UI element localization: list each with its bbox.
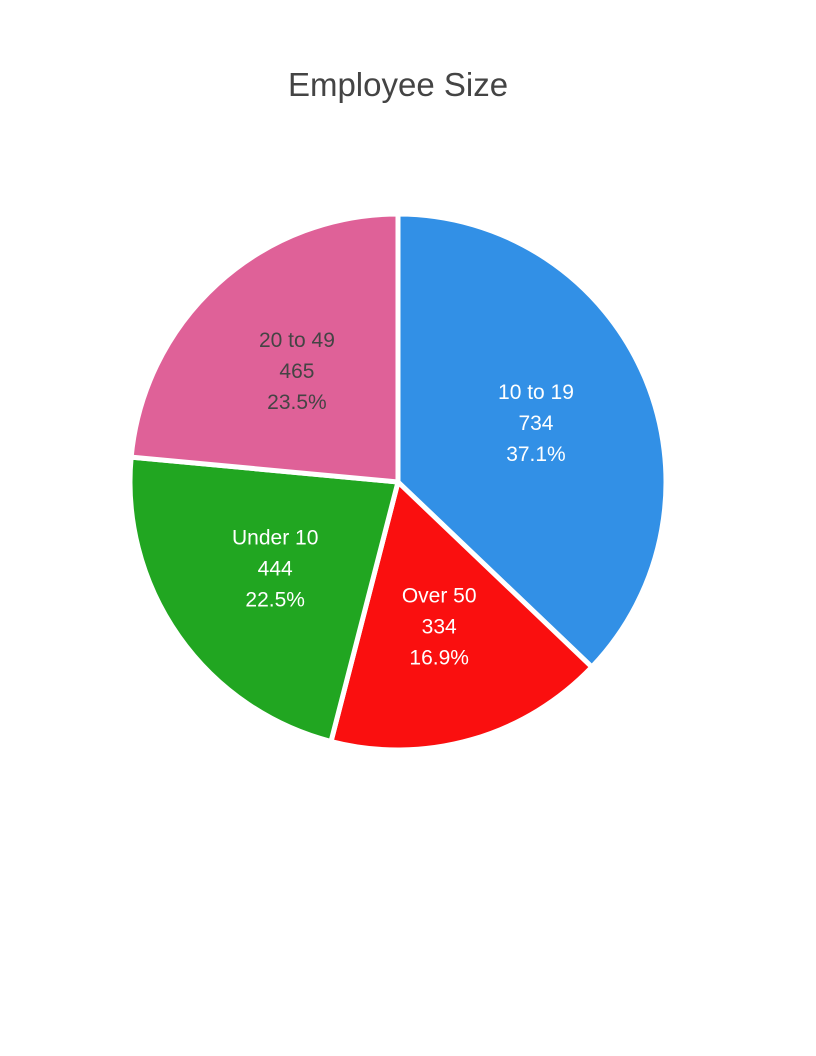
pie-slice-under-10[interactable] <box>127 454 401 744</box>
slice-category: 20 to 49 <box>259 329 335 352</box>
slice-category: Over 50 <box>402 584 477 607</box>
slice-percent: 37.1% <box>506 443 566 466</box>
pie-slice-10-to-19[interactable] <box>395 211 669 670</box>
pie-slice-20-to-49[interactable] <box>128 211 401 485</box>
slice-percent: 23.5% <box>267 391 327 414</box>
slice-percent: 22.5% <box>245 588 305 611</box>
chart-title: Employee Size <box>287 66 509 103</box>
slice-label-10-to-19: 10 to 19 734 37.1% <box>498 381 574 466</box>
slice-percent: 16.9% <box>409 646 469 669</box>
slice-value: 734 <box>518 412 553 435</box>
slice-label-20-to-49: 20 to 49 465 23.5% <box>259 329 335 414</box>
slice-value: 465 <box>279 360 314 383</box>
slice-category: Under 10 <box>232 526 318 549</box>
pie-labels: 10 to 19 734 37.1% Over 50 334 16.9% Under 10 4… <box>232 329 574 669</box>
slice-value: 444 <box>258 557 293 580</box>
slice-label-under-10: Under 10 444 22.5% <box>232 526 318 611</box>
slice-value: 334 <box>422 615 457 638</box>
pie-slices <box>127 211 669 753</box>
pie-slice-over-50[interactable] <box>328 479 595 753</box>
slice-label-over-50: Over 50 334 16.9% <box>402 584 477 669</box>
slice-category: 10 to 19 <box>498 381 574 404</box>
